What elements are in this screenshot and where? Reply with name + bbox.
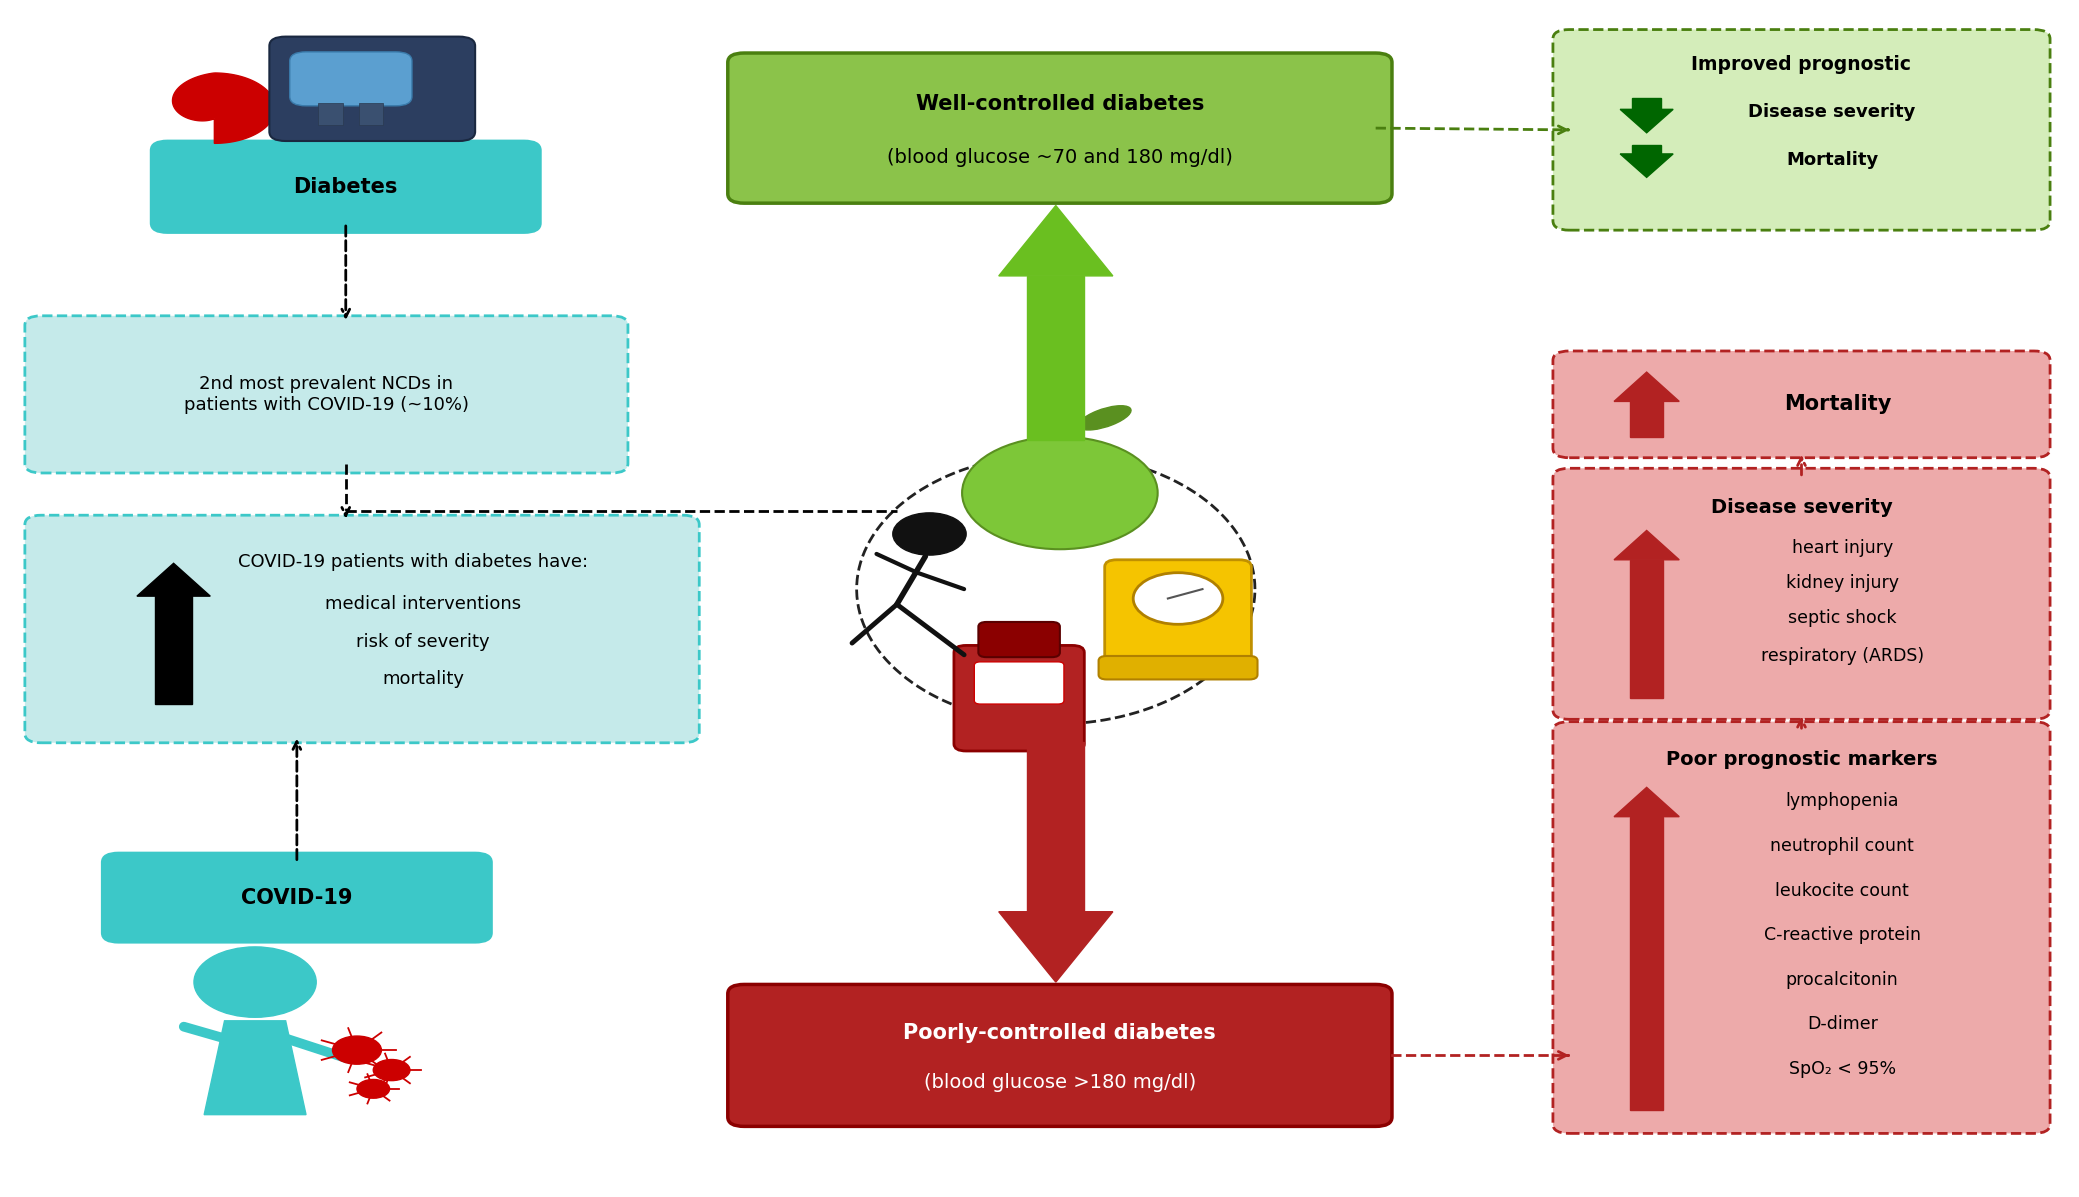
FancyBboxPatch shape	[360, 103, 383, 124]
Polygon shape	[998, 912, 1112, 982]
Text: D-dimer: D-dimer	[1807, 1015, 1877, 1033]
Circle shape	[1133, 572, 1222, 625]
Text: Disease severity: Disease severity	[1748, 103, 1915, 121]
Polygon shape	[1027, 277, 1085, 440]
FancyBboxPatch shape	[1104, 560, 1252, 670]
Text: septic shock: septic shock	[1788, 609, 1896, 627]
Polygon shape	[1620, 109, 1674, 133]
Text: COVID-19: COVID-19	[241, 888, 353, 907]
FancyBboxPatch shape	[1553, 351, 2050, 457]
Text: Well-controlled diabetes: Well-controlled diabetes	[915, 95, 1204, 115]
Polygon shape	[1632, 98, 1661, 109]
Text: lymphopenia: lymphopenia	[1786, 792, 1898, 810]
Polygon shape	[137, 564, 210, 596]
Text: Diabetes: Diabetes	[293, 177, 397, 196]
Text: neutrophil count: neutrophil count	[1771, 837, 1915, 855]
FancyBboxPatch shape	[979, 622, 1060, 657]
Polygon shape	[1027, 742, 1085, 912]
Polygon shape	[1613, 530, 1680, 560]
Circle shape	[374, 1059, 410, 1081]
Polygon shape	[998, 206, 1112, 277]
FancyBboxPatch shape	[270, 37, 476, 141]
Text: respiratory (ARDS): respiratory (ARDS)	[1761, 648, 1923, 666]
Circle shape	[358, 1080, 389, 1098]
FancyBboxPatch shape	[1553, 722, 2050, 1134]
FancyBboxPatch shape	[1553, 30, 2050, 230]
Text: Mortality: Mortality	[1784, 394, 1892, 414]
Text: 2nd most prevalent NCDs in
patients with COVID-19 (~10%): 2nd most prevalent NCDs in patients with…	[183, 375, 470, 414]
Text: (blood glucose >180 mg/dl): (blood glucose >180 mg/dl)	[923, 1073, 1195, 1092]
FancyBboxPatch shape	[25, 515, 699, 743]
Circle shape	[1035, 427, 1085, 455]
Text: procalcitonin: procalcitonin	[1786, 971, 1898, 989]
Text: C-reactive protein: C-reactive protein	[1763, 926, 1921, 944]
Circle shape	[963, 437, 1158, 549]
Text: leukocite count: leukocite count	[1775, 882, 1909, 900]
Polygon shape	[204, 1021, 306, 1114]
Polygon shape	[1613, 788, 1680, 816]
Polygon shape	[1630, 401, 1663, 437]
Text: risk of severity: risk of severity	[356, 633, 491, 651]
FancyBboxPatch shape	[1553, 468, 2050, 719]
FancyBboxPatch shape	[318, 103, 343, 124]
FancyBboxPatch shape	[289, 51, 412, 105]
FancyBboxPatch shape	[25, 316, 628, 473]
Text: SpO₂ < 95%: SpO₂ < 95%	[1788, 1059, 1896, 1077]
Circle shape	[892, 512, 967, 555]
FancyBboxPatch shape	[1098, 656, 1258, 680]
Text: Poorly-controlled diabetes: Poorly-controlled diabetes	[904, 1023, 1216, 1044]
FancyBboxPatch shape	[728, 53, 1393, 203]
FancyBboxPatch shape	[954, 645, 1085, 751]
Text: kidney injury: kidney injury	[1786, 575, 1898, 593]
Ellipse shape	[1079, 406, 1131, 430]
Polygon shape	[1620, 154, 1674, 177]
FancyBboxPatch shape	[728, 984, 1393, 1126]
Circle shape	[333, 1037, 380, 1064]
Polygon shape	[1630, 816, 1663, 1110]
FancyBboxPatch shape	[152, 141, 541, 232]
FancyBboxPatch shape	[975, 662, 1064, 704]
Polygon shape	[156, 596, 191, 704]
Text: mortality: mortality	[383, 670, 464, 688]
FancyBboxPatch shape	[102, 853, 491, 942]
Text: medical interventions: medical interventions	[324, 595, 522, 613]
Circle shape	[193, 947, 316, 1017]
Text: COVID-19 patients with diabetes have:: COVID-19 patients with diabetes have:	[237, 553, 588, 571]
Text: Poor prognostic markers: Poor prognostic markers	[1665, 749, 1938, 768]
Polygon shape	[1630, 560, 1663, 698]
Polygon shape	[173, 73, 274, 144]
Text: Disease severity: Disease severity	[1711, 498, 1892, 516]
Polygon shape	[1613, 372, 1680, 401]
Text: (blood glucose ~70 and 180 mg/dl): (blood glucose ~70 and 180 mg/dl)	[888, 147, 1233, 166]
Polygon shape	[1632, 145, 1661, 154]
Text: Mortality: Mortality	[1786, 151, 1877, 169]
Text: Improved prognostic: Improved prognostic	[1692, 55, 1911, 74]
Text: heart injury: heart injury	[1792, 539, 1892, 557]
